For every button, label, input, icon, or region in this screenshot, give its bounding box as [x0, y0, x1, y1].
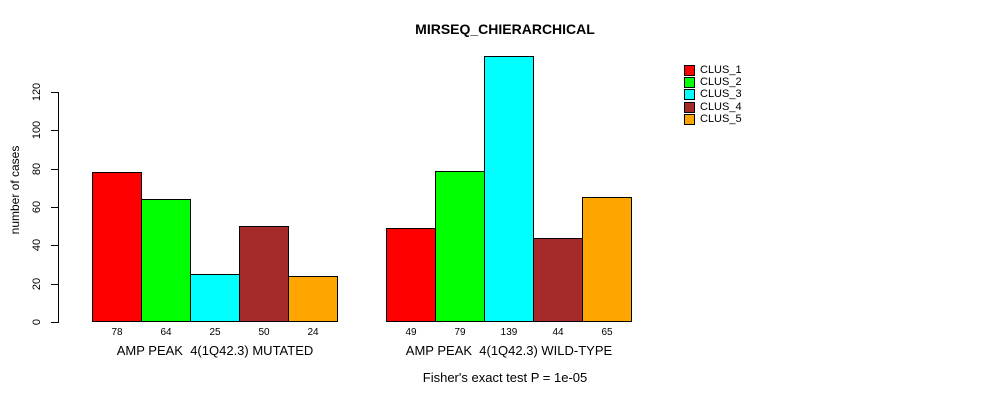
bar-CLUS_5-group1 — [288, 276, 338, 322]
bar-CLUS_4-group2 — [533, 238, 583, 322]
legend-label: CLUS_3 — [700, 88, 742, 100]
y-tick-label: 80 — [31, 162, 43, 176]
legend-item-CLUS_4: CLUS_4 — [684, 102, 742, 113]
bar-value-label: 65 — [601, 327, 613, 338]
y-tick-label: 100 — [31, 120, 43, 140]
y-tick-label: 0 — [31, 318, 43, 326]
bar-CLUS_3-group2 — [484, 56, 534, 322]
bar-CLUS_1-group1 — [92, 172, 142, 322]
bar-CLUS_4-group1 — [239, 226, 289, 322]
y-axis-title: number of cases — [8, 145, 22, 235]
bar-value-label: 64 — [160, 327, 172, 338]
y-tick-label: 60 — [31, 200, 43, 214]
y-tick-mark — [51, 322, 58, 323]
bar-value-label: 25 — [209, 327, 221, 338]
x-group-label: AMP PEAK 4(1Q42.3) MUTATED — [116, 343, 314, 358]
y-axis-line — [58, 92, 59, 323]
legend-label: CLUS_4 — [700, 101, 742, 113]
bar-value-label: 49 — [405, 327, 417, 338]
legend-label: CLUS_5 — [700, 113, 742, 125]
legend-item-CLUS_3: CLUS_3 — [684, 89, 742, 100]
y-tick-mark — [51, 284, 58, 285]
legend-item-CLUS_2: CLUS_2 — [684, 77, 742, 88]
y-tick-mark — [51, 130, 58, 131]
bar-CLUS_2-group2 — [435, 171, 485, 322]
bar-value-label: 139 — [500, 327, 518, 338]
bar-value-label: 78 — [111, 327, 123, 338]
bar-value-label: 50 — [258, 327, 270, 338]
legend-swatch-CLUS_4 — [684, 102, 695, 113]
legend-item-CLUS_1: CLUS_1 — [684, 65, 742, 76]
y-tick-mark — [51, 245, 58, 246]
y-tick-label: 120 — [31, 82, 43, 102]
bar-CLUS_2-group1 — [141, 199, 191, 322]
chart-title: MIRSEQ_CHIERARCHICAL — [415, 21, 595, 37]
y-tick-label: 20 — [31, 277, 43, 291]
y-tick-mark — [51, 207, 58, 208]
legend-swatch-CLUS_2 — [684, 77, 695, 88]
legend-item-CLUS_5: CLUS_5 — [684, 114, 742, 125]
y-tick-mark — [51, 92, 58, 93]
legend-label: CLUS_1 — [700, 64, 742, 76]
bar-CLUS_1-group2 — [386, 228, 436, 322]
legend-swatch-CLUS_3 — [684, 89, 695, 100]
bar-CLUS_5-group2 — [582, 197, 632, 322]
legend-swatch-CLUS_5 — [684, 114, 695, 125]
y-tick-mark — [51, 169, 58, 170]
footnote: Fisher's exact test P = 1e-05 — [422, 370, 588, 385]
bar-CLUS_3-group1 — [190, 274, 240, 322]
legend-swatch-CLUS_1 — [684, 65, 695, 76]
bar-value-label: 79 — [454, 327, 466, 338]
bar-value-label: 24 — [307, 327, 319, 338]
legend-label: CLUS_2 — [700, 76, 742, 88]
y-tick-label: 40 — [31, 238, 43, 252]
x-group-label: AMP PEAK 4(1Q42.3) WILD-TYPE — [405, 343, 613, 358]
bar-value-label: 44 — [552, 327, 564, 338]
